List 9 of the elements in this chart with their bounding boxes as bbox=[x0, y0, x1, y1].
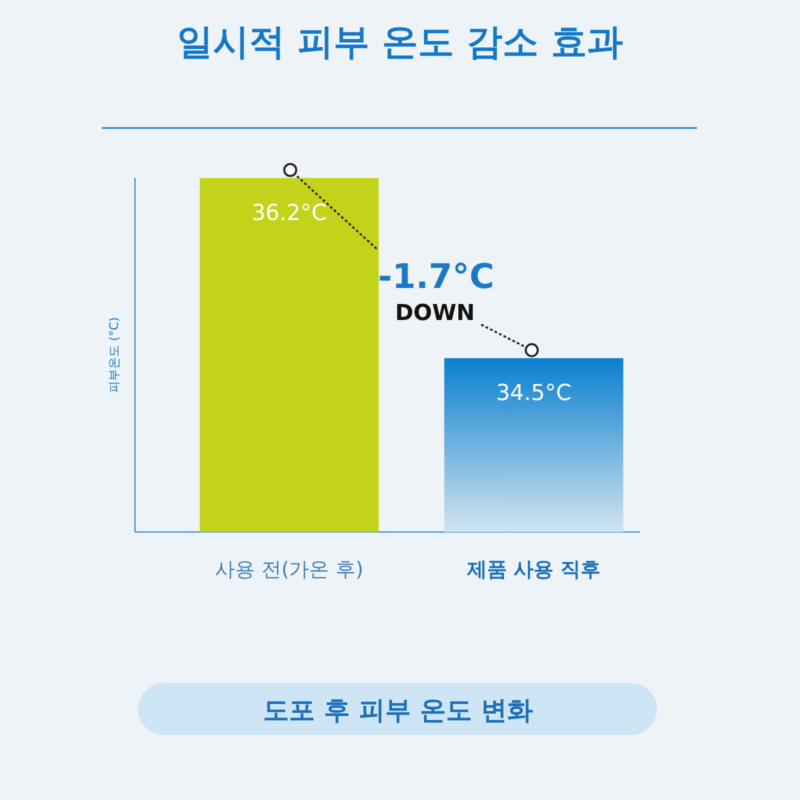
x-tick-label: 제품 사용 직후 bbox=[466, 557, 601, 581]
annotation: -1.7°C bbox=[378, 257, 494, 297]
y-axis-title: 피부온도 (°C) bbox=[107, 317, 121, 393]
data-label: 36.2°C bbox=[252, 201, 327, 226]
text: 도포 후 피부 온도 변화 bbox=[262, 696, 534, 726]
x-tick-label: 사용 전(가온 후) bbox=[215, 557, 364, 581]
annotation: DOWN bbox=[395, 301, 475, 326]
data-label: 34.5°C bbox=[496, 381, 572, 406]
chart-title: 일시적 피부 온도 감소 효과 bbox=[176, 22, 624, 63]
